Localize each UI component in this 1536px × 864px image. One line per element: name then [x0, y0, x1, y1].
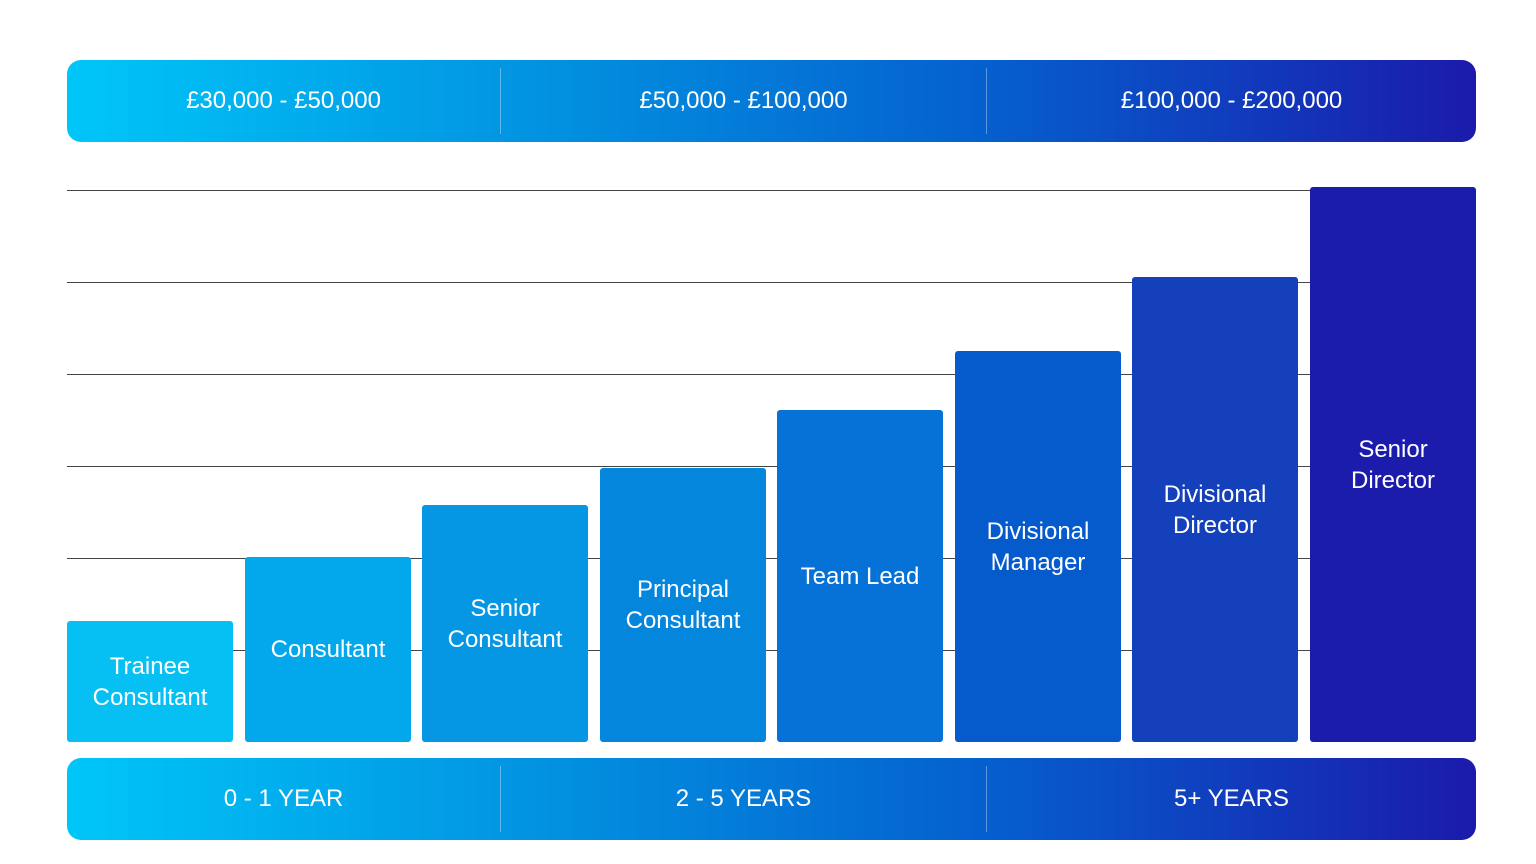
- experience-label: 0 - 1 YEAR: [223, 785, 344, 812]
- role-bar: Trainee Consultant: [67, 621, 233, 742]
- grid-line: [67, 374, 1476, 375]
- role-bar: Senior Consultant: [422, 505, 588, 742]
- grid-line: [67, 650, 1476, 651]
- experience-label: 5+ YEARS: [986, 766, 1476, 832]
- role-bar: Senior Director: [1310, 187, 1476, 742]
- role-bar: Team Lead: [777, 410, 943, 742]
- role-bar: Principal Consultant: [600, 468, 766, 742]
- grid-line: [67, 190, 1476, 191]
- grid-line: [67, 466, 1476, 467]
- salary-label: £100,000 - £200,000: [986, 68, 1476, 134]
- grid-line: [67, 558, 1476, 559]
- role-bar: Divisional Manager: [955, 351, 1121, 742]
- salary-band: £30,000 - £50,000 £50,000 - £100,000 £10…: [67, 60, 1476, 142]
- experience-band: 0 - 1 YEAR 2 - 5 YEARS 5+ YEARS: [67, 758, 1476, 840]
- role-bar: Consultant: [245, 557, 411, 742]
- salary-label: £50,000 - £100,000: [500, 68, 986, 134]
- experience-label: 2 - 5 YEARS: [500, 766, 986, 832]
- salary-label: £30,000 - £50,000: [186, 87, 381, 114]
- grid-line: [67, 282, 1476, 283]
- role-bar: Divisional Director: [1132, 277, 1298, 742]
